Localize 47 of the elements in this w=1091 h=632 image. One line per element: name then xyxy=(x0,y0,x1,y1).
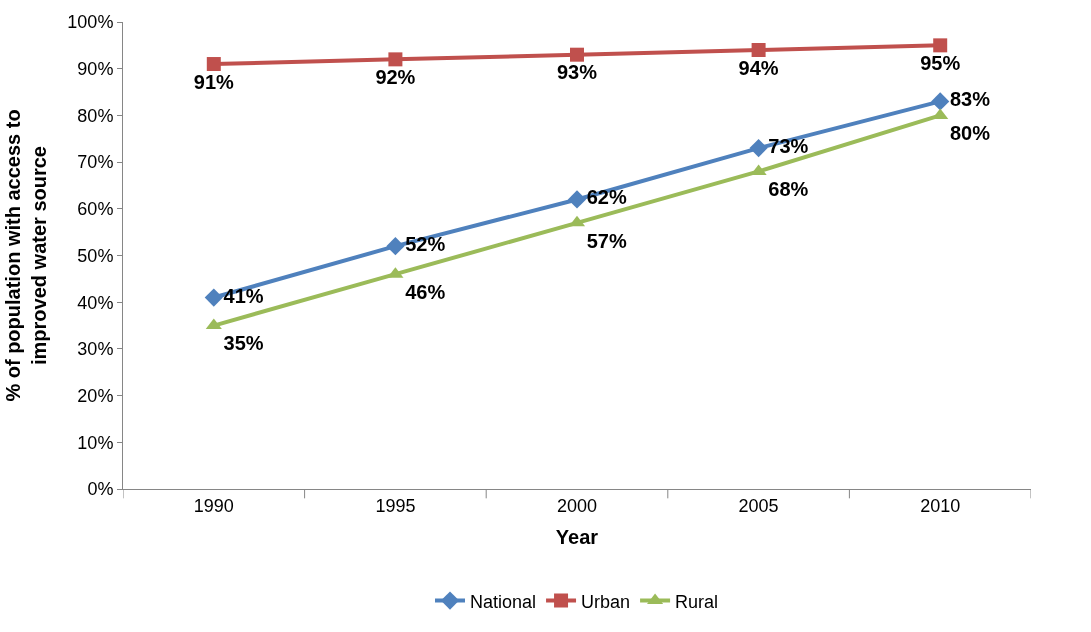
y-tick-label: 100% xyxy=(67,12,114,33)
data-label: 35% xyxy=(223,332,264,355)
x-tick-label: 2000 xyxy=(556,495,598,516)
point xyxy=(931,92,950,111)
y-tick-label: 70% xyxy=(77,152,114,173)
y-tick-label: 40% xyxy=(77,292,114,313)
x-tick-label: 1995 xyxy=(375,495,416,516)
data-label: 80% xyxy=(949,122,991,145)
data-label: 95% xyxy=(920,52,961,75)
point xyxy=(570,47,584,62)
legend-label: Urban xyxy=(581,591,631,612)
y-tick-label: 10% xyxy=(77,432,114,453)
data-label: 62% xyxy=(586,186,627,209)
x-axis-title: Year xyxy=(555,526,599,549)
data-label: 91% xyxy=(193,70,235,93)
y-tick-label: 30% xyxy=(77,339,114,360)
point xyxy=(933,38,948,53)
point xyxy=(386,237,405,256)
point xyxy=(749,138,768,158)
y-tick-label: 80% xyxy=(77,105,114,126)
legend-label: National xyxy=(470,591,537,612)
x-tick-label: 2010 xyxy=(920,495,961,516)
point xyxy=(567,190,587,209)
point xyxy=(204,288,223,307)
data-label: 93% xyxy=(556,61,598,84)
y-tick-label: 60% xyxy=(77,199,114,220)
point xyxy=(751,43,766,58)
data-label: 83% xyxy=(949,88,991,111)
y-axis-title: % of population with access to improved water source xyxy=(1,109,50,402)
x-tick-label: 1990 xyxy=(193,495,234,516)
data-label: 73% xyxy=(768,135,809,158)
data-label: 94% xyxy=(738,56,779,79)
point xyxy=(205,318,222,330)
point xyxy=(206,57,221,72)
data-label: 68% xyxy=(768,178,809,201)
y-tick-label: 50% xyxy=(77,245,114,266)
y-tick-label: 0% xyxy=(87,479,114,500)
data-label: 92% xyxy=(375,66,416,89)
data-label: 46% xyxy=(405,280,446,303)
y-tick-label: 90% xyxy=(77,59,114,79)
point xyxy=(388,52,403,67)
data-label: 52% xyxy=(405,233,446,256)
data-label: 57% xyxy=(586,229,627,252)
x-tick-label: 2005 xyxy=(738,495,779,516)
y-tick-label: 20% xyxy=(77,385,114,406)
legend-label: Rural xyxy=(675,591,719,612)
data-label: 41% xyxy=(223,284,264,307)
